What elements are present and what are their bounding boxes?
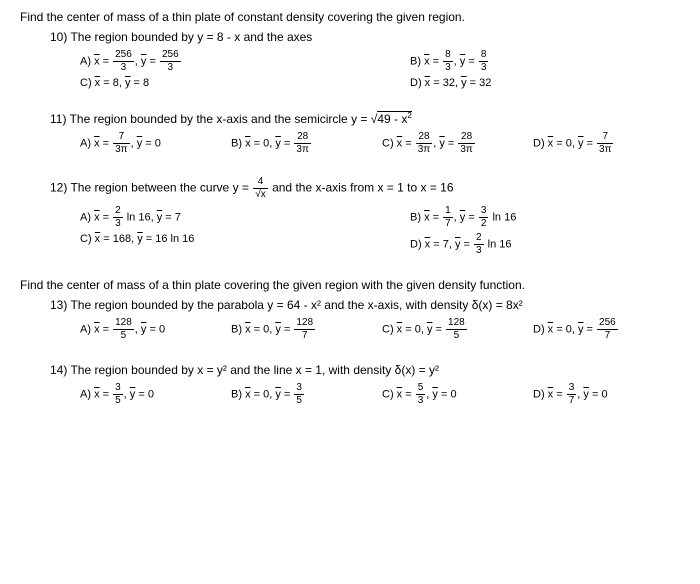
q11-text: 11) The region bounded by the x-axis and… <box>50 111 680 126</box>
question-10: 10) The region bounded by y = 8 - x and … <box>50 30 680 89</box>
q14-opt-b: B) x = 0, y = 35 <box>231 383 378 406</box>
question-11: 11) The region bounded by the x-axis and… <box>50 111 680 155</box>
q12-options: A) x = 23 ln 16, y = 7 B) x = 17, y = 32… <box>80 206 680 256</box>
label-d: D) <box>410 77 422 89</box>
q14-opt-d: D) x = 37, y = 0 <box>533 383 680 406</box>
q12-opt-d: D) x = 7, y = 23 ln 16 <box>410 233 680 256</box>
q13-options: A) x = 1285, y = 0 B) x = 0, y = 1287 C)… <box>80 318 680 341</box>
q10-opt-c: C) x = 8, y = 8 <box>80 77 350 89</box>
label-a: A) <box>80 55 91 67</box>
section1-title: Find the center of mass of a thin plate … <box>20 10 680 24</box>
q11-opt-a: A) x = 73π, y = 0 <box>80 132 227 155</box>
q13-opt-c: C) x = 0, y = 1285 <box>382 318 529 341</box>
question-12: 12) The region between the curve y = 4√x… <box>50 177 680 256</box>
label-c: C) <box>80 77 92 89</box>
q13-opt-a: A) x = 1285, y = 0 <box>80 318 227 341</box>
q10-num: 10) <box>50 30 67 44</box>
q13-opt-b: B) x = 0, y = 1287 <box>231 318 378 341</box>
q10-options: A) x = 2563, y = 2563 B) x = 83, y = 83 … <box>80 50 680 89</box>
q11-options: A) x = 73π, y = 0 B) x = 0, y = 283π C) … <box>80 132 680 155</box>
q14-text: 14) The region bounded by x = y² and the… <box>50 363 680 377</box>
q10-opt-d: D) x = 32, y = 32 <box>410 77 680 89</box>
q10-opt-a: A) x = 2563, y = 2563 <box>80 50 350 73</box>
q11-opt-b: B) x = 0, y = 283π <box>231 132 378 155</box>
q12-opt-b: B) x = 17, y = 32 ln 16 <box>410 206 680 229</box>
question-13: 13) The region bounded by the parabola y… <box>50 298 680 341</box>
q10-stem: The region bounded by y = 8 - x and the … <box>70 30 312 44</box>
q14-opt-a: A) x = 35, y = 0 <box>80 383 227 406</box>
q11-opt-d: D) x = 0, y = 73π <box>533 132 680 155</box>
q14-options: A) x = 35, y = 0 B) x = 0, y = 35 C) x =… <box>80 383 680 406</box>
q11-num: 11) <box>50 112 66 126</box>
q13-text: 13) The region bounded by the parabola y… <box>50 298 680 312</box>
q13-opt-d: D) x = 0, y = 2567 <box>533 318 680 341</box>
q12-opt-c: C) x = 168, y = 16 ln 16 <box>80 233 350 256</box>
q10-text: 10) The region bounded by y = 8 - x and … <box>50 30 680 44</box>
q12-opt-a: A) x = 23 ln 16, y = 7 <box>80 206 350 229</box>
q14-opt-c: C) x = 53, y = 0 <box>382 383 529 406</box>
q11-opt-c: C) x = 283π, y = 283π <box>382 132 529 155</box>
section2-title: Find the center of mass of a thin plate … <box>20 278 680 292</box>
q12-text: 12) The region between the curve y = 4√x… <box>50 177 680 200</box>
label-b: B) <box>410 55 421 67</box>
q10-opt-b: B) x = 83, y = 83 <box>410 50 680 73</box>
q11-stem: The region bounded by the x-axis and the… <box>70 112 371 126</box>
question-14: 14) The region bounded by x = y² and the… <box>50 363 680 406</box>
